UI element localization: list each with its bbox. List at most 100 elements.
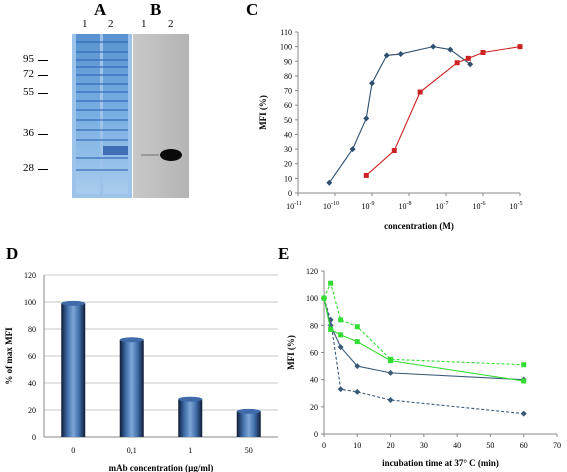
panel-e-series-line	[323, 298, 524, 382]
panel-a-lane-1-label: 1	[82, 18, 88, 30]
panel-c-y-tick-label: 80	[284, 72, 292, 81]
panel-c-y-tick-label: 20	[284, 160, 292, 169]
panel-c-data-point	[517, 44, 523, 50]
marker-55-tick	[38, 93, 48, 94]
panel-d-y-tick-label: 120	[24, 271, 36, 280]
panel-e-y-tick-label: 60	[310, 349, 318, 358]
panel-e-y-tick-label: 120	[306, 267, 318, 276]
panel-c-y-tick-label: 100	[280, 43, 292, 52]
panel-e-data-point	[387, 369, 394, 376]
panel-d-y-axis-label: % of max MFI	[4, 327, 14, 385]
panel-d-letter: D	[6, 244, 19, 263]
panel-c-y-axis-label: MFI (%)	[258, 95, 268, 130]
panel-c-x-tick-label: 10-6	[473, 201, 486, 211]
panel-d-y-tick-label: 0	[32, 433, 36, 442]
gel-coomassie-image	[72, 34, 132, 198]
panel-c-y-tick-label: 110	[280, 28, 292, 37]
panel-e-series-2	[321, 295, 527, 384]
panel-e-x-tick-label: 0	[322, 441, 326, 450]
panel-c-series-0	[326, 43, 474, 186]
panel-e-data-point	[354, 388, 361, 395]
panel-c-data-point	[369, 80, 375, 87]
panel-d-y-tick-label: 40	[28, 379, 36, 388]
panel-c-data-point	[480, 49, 486, 55]
panel-e-x-tick-label: 10	[353, 441, 361, 450]
panel-d-bar	[61, 303, 86, 437]
panel-d-x-tick-label: 0	[71, 446, 75, 455]
panel-c-series-1	[363, 44, 523, 178]
panel-e-data-point	[520, 410, 527, 417]
panel-c-y-tick-label: 70	[284, 87, 292, 96]
panel-d-y-tick-label: 80	[28, 325, 36, 334]
panel-c-data-point	[349, 146, 356, 153]
panel-c-letter: C	[246, 0, 259, 19]
panel-c-data-point	[326, 179, 333, 186]
panel-d-x-tick-label: 50	[245, 446, 253, 455]
panel-c-data-point	[363, 172, 369, 178]
panel-e-y-tick-label: 40	[310, 376, 318, 385]
panel-e-x-tick-label: 40	[453, 441, 461, 450]
panel-e-series-line	[323, 298, 524, 415]
panel-c-data-point	[363, 115, 370, 122]
panel-e-x-tick-label: 70	[553, 441, 561, 450]
panel-e-data-point	[328, 280, 334, 286]
panel-c-y-tick-label: 60	[284, 101, 292, 110]
panel-e-data-point	[354, 363, 361, 370]
panel-c-data-point	[383, 52, 390, 59]
panel-e-x-tick-label: 20	[387, 441, 395, 450]
panel-b-lane-1-label: 1	[141, 18, 147, 30]
marker-28-tick	[38, 169, 48, 170]
panel-c-data-point	[430, 43, 437, 50]
panel-c-x-tick-label: 10-10	[323, 201, 339, 211]
panel-c-y-tick-label: 0	[288, 189, 292, 198]
panel-c-data-point	[454, 60, 460, 66]
panel-e-x-tick-label: 30	[420, 441, 428, 450]
marker-36-tick	[38, 134, 48, 135]
panel-d-y-tick-label: 20	[28, 406, 36, 415]
panel-c-data-point	[465, 55, 471, 61]
panel-d-y-tick-label: 100	[24, 298, 36, 307]
marker-55-label: 55	[23, 86, 34, 98]
panel-d-bar-cap	[119, 337, 144, 343]
panel-c-y-tick-label: 30	[284, 145, 292, 154]
panel-d-x-tick-label: 0,1	[127, 446, 137, 455]
panel-d-bar-cap	[61, 300, 86, 306]
marker-36-label: 36	[23, 127, 34, 139]
panel-c-y-tick-label: 10	[284, 174, 292, 183]
panel-c-x-axis-label: concentration (M)	[384, 221, 454, 231]
panel-e-series-3	[321, 280, 527, 368]
panel-e-data-point	[388, 356, 394, 362]
panel-e-data-point	[321, 295, 327, 301]
panel-e-y-axis-label: MFI (%)	[286, 335, 296, 370]
panel-c-y-tick-label: 50	[284, 116, 292, 125]
panel-e-data-point	[354, 339, 360, 345]
panel-c-data-point	[417, 89, 423, 95]
western-blot-image	[133, 34, 189, 198]
panel-c-x-tick-label: 10-8	[399, 201, 412, 211]
panel-e-series-line	[323, 281, 524, 366]
panel-c-x-tick-label: 10-7	[436, 201, 449, 211]
panel-c-x-tick-label: 10-5	[510, 201, 523, 211]
panel-e-x-tick-label: 50	[486, 441, 494, 450]
panel-a-lane-2-label: 2	[108, 18, 114, 30]
panel-d-bar	[236, 411, 261, 437]
panel-d-x-tick-label: 1	[188, 446, 192, 455]
panel-c-y-tick-label: 40	[284, 130, 292, 139]
panel-e-y-tick-label: 80	[310, 321, 318, 330]
panel-d-x-axis-label: mAb concentration (µg/ml)	[109, 463, 214, 472]
marker-95-tick	[38, 60, 48, 61]
panel-c-x-tick-label: 10-11	[286, 201, 302, 211]
panel-e-x-axis-label: incubation time at 37° C (min)	[382, 458, 499, 468]
panel-d-bar	[178, 399, 203, 437]
panel-c-data-point	[447, 46, 454, 53]
panel-e-y-tick-label: 0	[314, 430, 318, 439]
panel-e-x-tick-label: 60	[520, 441, 528, 450]
panel-e-data-point	[387, 397, 394, 404]
panel-c-y-tick-label: 90	[284, 57, 292, 66]
panel-e-data-point	[337, 386, 344, 393]
panel-e-data-point	[521, 362, 527, 368]
